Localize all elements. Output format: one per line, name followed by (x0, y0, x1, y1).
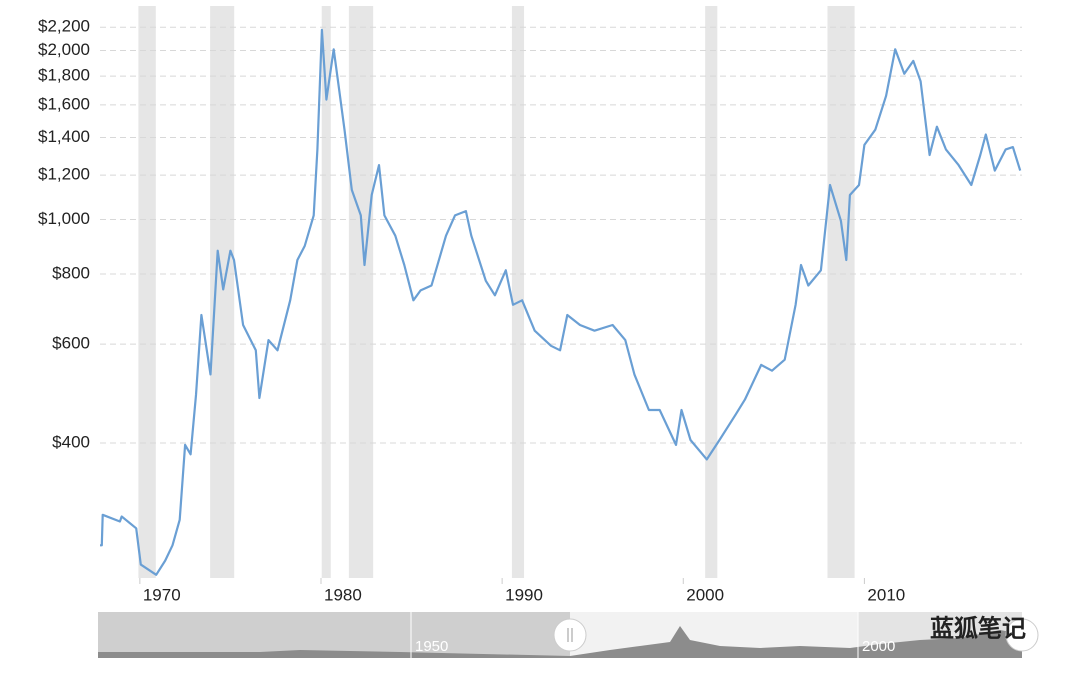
y-tick-label: $800 (52, 263, 90, 282)
x-tick-label: 1970 (143, 585, 181, 604)
price-line (100, 28, 1022, 576)
y-tick-label: $1,600 (38, 94, 90, 113)
y-tick-label: $1,200 (38, 165, 90, 184)
navigator: 1950 2000 蓝狐笔记 (98, 612, 1039, 658)
y-tick-label: $400 (52, 433, 90, 452)
x-tick-label: 2010 (867, 585, 905, 604)
recession-band (827, 6, 855, 578)
recession-band (321, 6, 331, 578)
recession-band (348, 6, 374, 578)
x-tick-label: 1980 (324, 585, 362, 604)
recession-band (511, 6, 525, 578)
navigator-silhouette (98, 626, 1022, 658)
recession-band (138, 6, 156, 578)
y-tick-label: $1,000 (38, 209, 90, 228)
navigator-handle[interactable] (553, 618, 587, 652)
y-tick-label: $1,800 (38, 66, 90, 85)
y-tick-label: $2,000 (38, 40, 90, 59)
y-tick-label: $1,400 (38, 127, 90, 146)
plot-area: $400 $600 $800 $1,000 $1,200 $1,400 $1,600 $1,8… (38, 6, 1022, 604)
recession-band (210, 6, 235, 578)
x-tick-label: 1990 (505, 585, 543, 604)
recession-band (705, 6, 718, 578)
navigator-label: 2000 (862, 638, 895, 655)
watermark: 蓝狐笔记 (930, 614, 1026, 642)
y-tick-label: $600 (52, 334, 90, 353)
navigator-handle[interactable] (1005, 618, 1039, 652)
navigator-label: 1950 (415, 638, 448, 655)
y-tick-label: $2,200 (38, 17, 90, 36)
x-tick-label: 2000 (686, 585, 724, 604)
navigator-mask (98, 612, 570, 658)
